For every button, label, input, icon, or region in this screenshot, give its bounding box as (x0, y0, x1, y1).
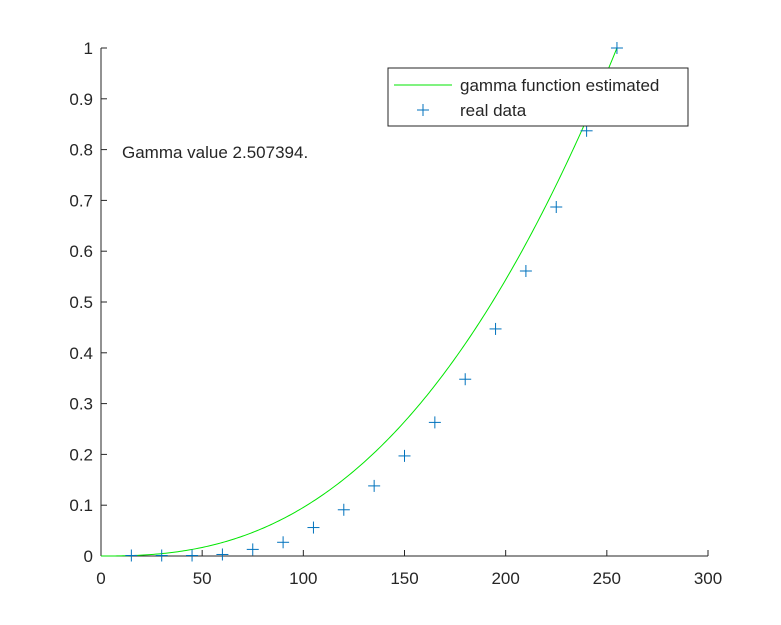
y-tick-label: 0.2 (69, 445, 93, 464)
y-tick-label: 0.8 (69, 141, 93, 160)
data-point-marker (155, 549, 168, 562)
plot-area (101, 42, 623, 562)
y-tick-label: 0.4 (69, 344, 93, 363)
real-data-markers (125, 42, 623, 562)
x-ticks: 0 50 100 150 200 250 300 (96, 550, 722, 588)
data-point-marker (277, 536, 290, 549)
gamma-curve (101, 47, 618, 557)
data-point-marker (550, 201, 563, 214)
data-point-marker (459, 373, 472, 386)
legend: gamma function estimated real data (387, 67, 689, 127)
y-tick-label: 0.5 (69, 293, 93, 312)
data-point-marker (580, 124, 593, 137)
x-tick-label: 50 (193, 569, 212, 588)
x-tick-label: 100 (289, 569, 317, 588)
legend-box (387, 67, 689, 127)
legend-label-real-data: real data (460, 101, 527, 120)
data-point-marker (398, 449, 411, 462)
data-point-marker (246, 543, 259, 556)
data-point-marker (307, 521, 320, 534)
data-point-marker (337, 503, 350, 516)
x-tick-label: 300 (694, 569, 722, 588)
data-point-marker (216, 548, 229, 561)
y-tick-label: 1 (84, 39, 93, 58)
gamma-annotation: Gamma value 2.507394. (122, 143, 308, 162)
data-point-marker (519, 265, 532, 278)
y-tick-label: 0 (84, 547, 93, 566)
x-tick-label: 150 (390, 569, 418, 588)
legend-label-estimated: gamma function estimated (460, 76, 659, 95)
y-tick-label: 0.9 (69, 90, 93, 109)
y-tick-label: 0.6 (69, 242, 93, 261)
legend-plus-marker (417, 104, 429, 116)
y-tick-label: 0.1 (69, 496, 93, 515)
x-tick-label: 200 (491, 569, 519, 588)
legend-marker-swatch (417, 104, 429, 116)
y-tick-label: 0.3 (69, 395, 93, 414)
data-point-marker (489, 322, 502, 335)
data-point-marker (186, 549, 199, 562)
x-tick-label: 0 (96, 569, 105, 588)
data-point-marker (428, 416, 441, 429)
data-point-marker (368, 479, 381, 492)
data-point-marker (610, 42, 623, 54)
data-point-marker (125, 549, 138, 562)
y-ticks: 0 0.1 0.2 0.3 0.4 0.5 0.6 0.7 0.8 0.9 1 (69, 39, 107, 566)
y-tick-label: 0.7 (69, 191, 93, 210)
x-tick-label: 250 (593, 569, 621, 588)
